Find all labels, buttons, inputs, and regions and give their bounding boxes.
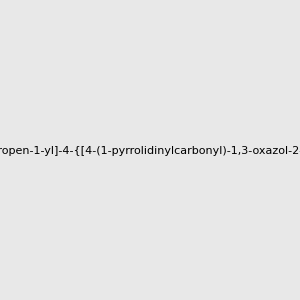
Text: 1-[(2E)-3-phenyl-2-propen-1-yl]-4-{[4-(1-pyrrolidinylcarbonyl)-1,3-oxazol-2-yl]m: 1-[(2E)-3-phenyl-2-propen-1-yl]-4-{[4-(1… xyxy=(0,146,300,157)
